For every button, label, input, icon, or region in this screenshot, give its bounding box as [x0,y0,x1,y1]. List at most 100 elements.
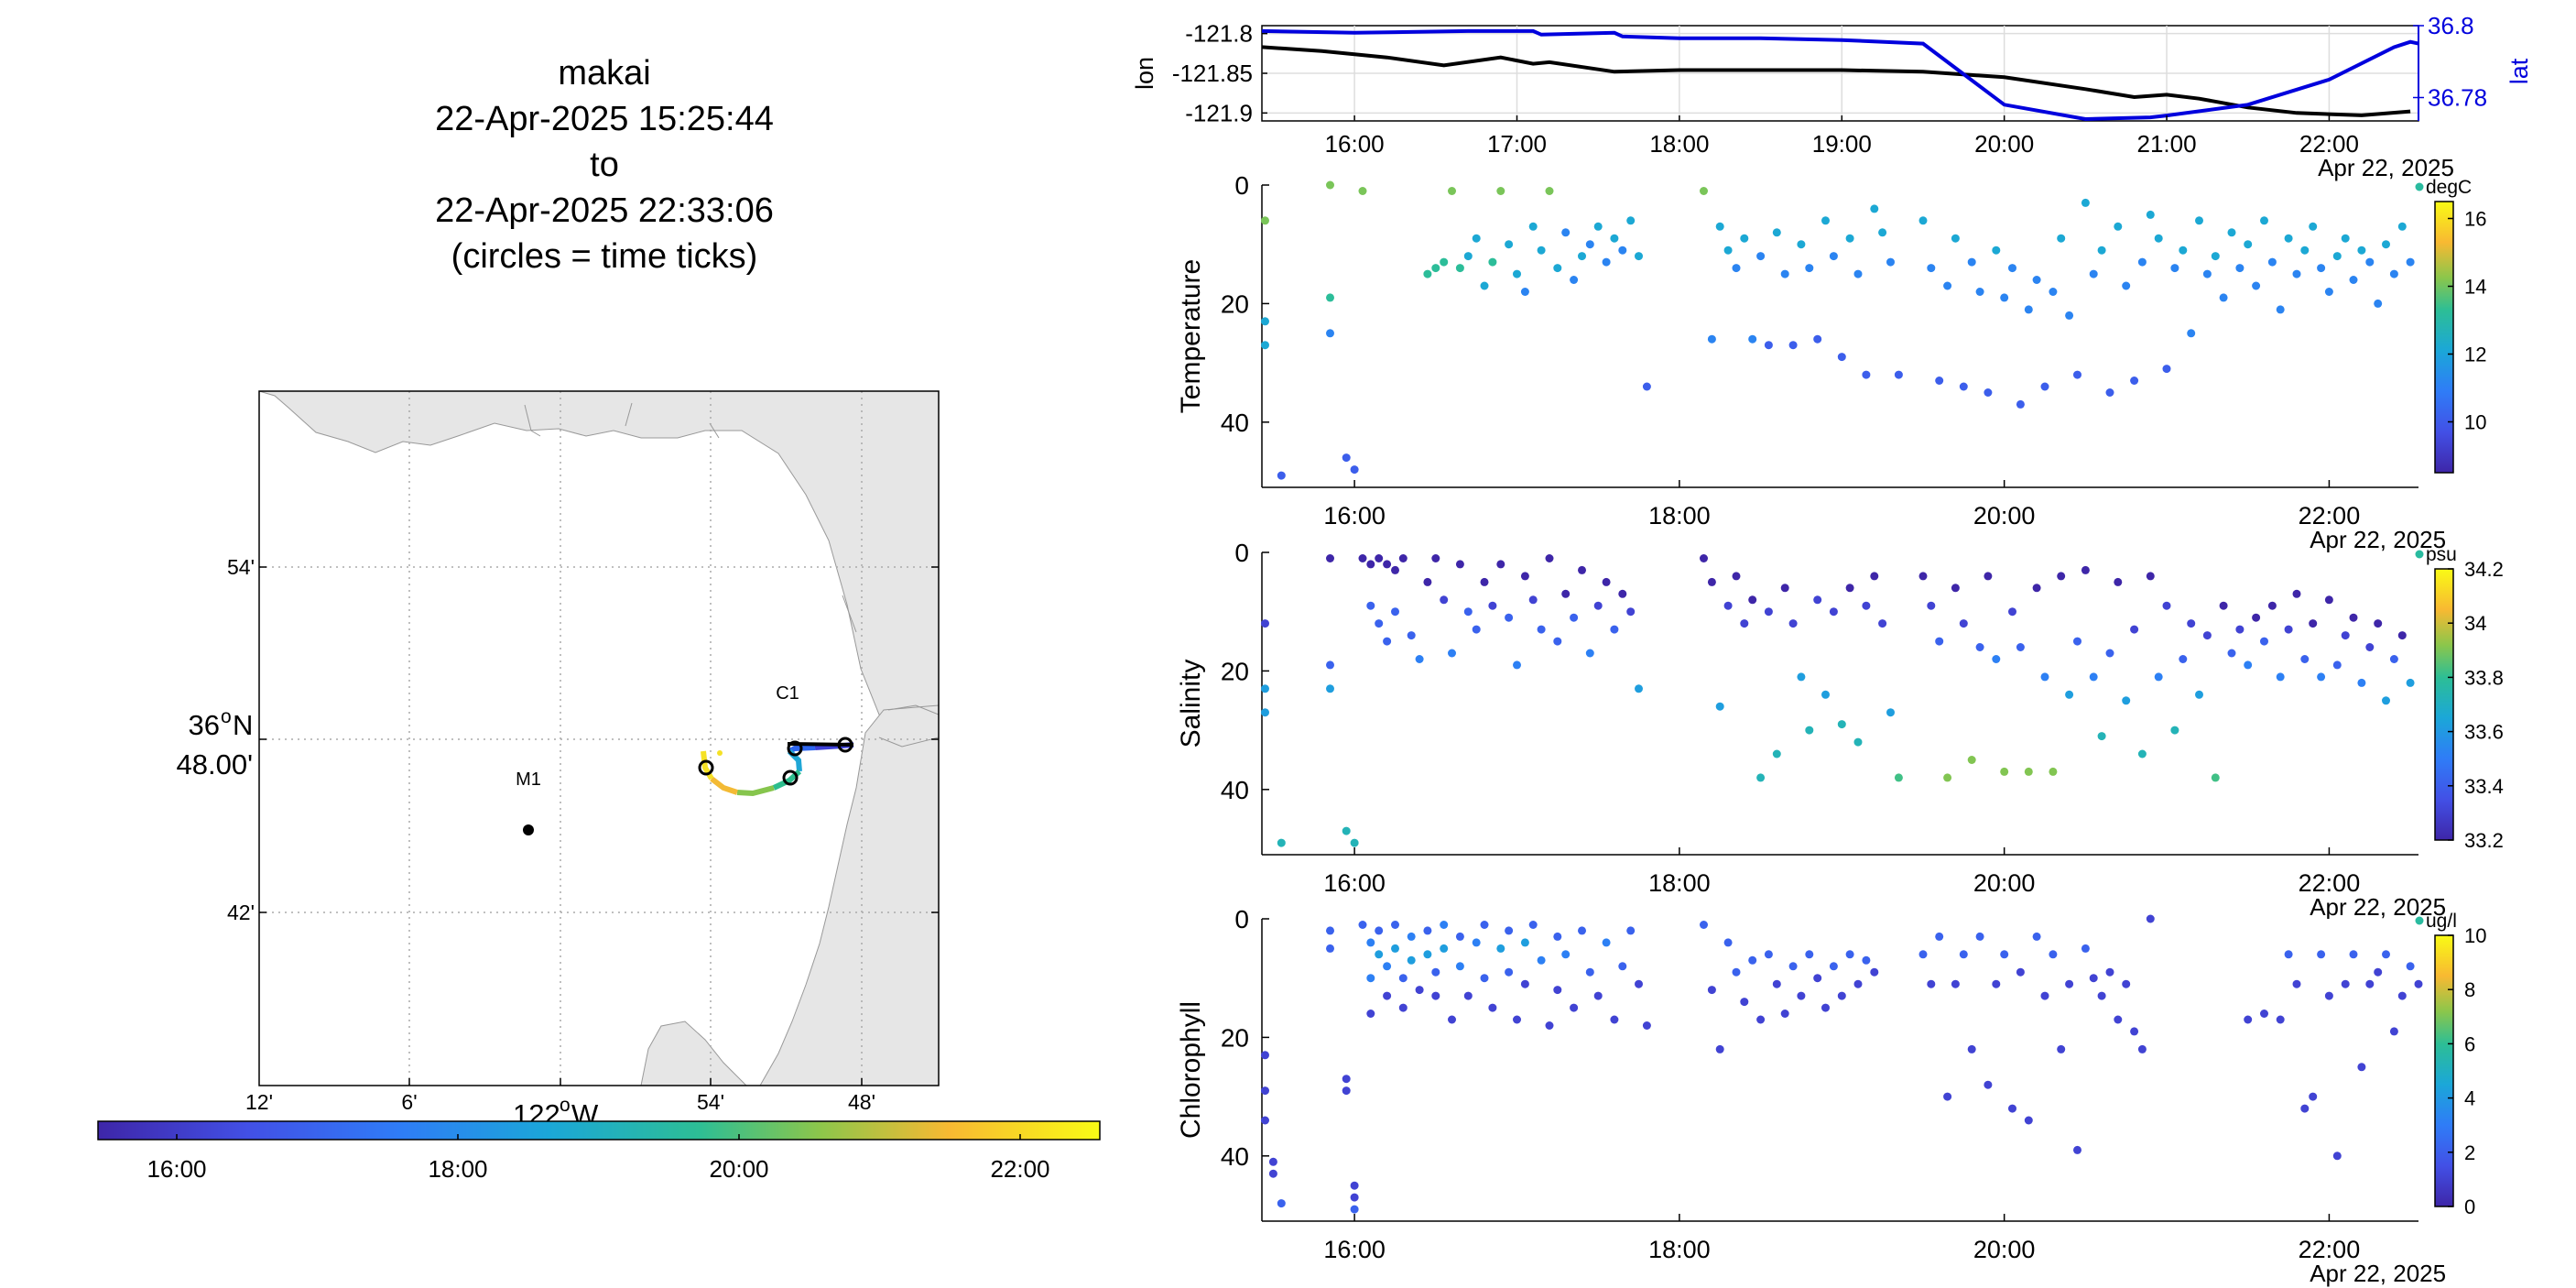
colorbar [2434,568,2454,841]
data-point [1642,1021,1651,1030]
colorbar-tick-label: 0 [2464,1195,2475,1218]
data-point [2284,234,2293,243]
data-point [1261,1086,1269,1096]
data-point [1440,595,1449,605]
data-point [1715,222,1724,231]
data-point [1423,577,1432,586]
x-date-label: Apr 22, 2025 [2310,1260,2446,1287]
data-point [2170,264,2179,273]
x-date-label: Apr 22, 2025 [2310,526,2446,553]
data-point [1261,317,1269,326]
data-point [1553,932,1562,941]
data-point [1772,228,1781,237]
data-point [1886,257,1895,267]
lon-tick-label: 54' [697,1090,724,1114]
data-point [2065,979,2074,988]
data-point [2057,572,2066,581]
ytick-label: 40 [1221,776,1249,804]
data-point [2122,979,2131,988]
data-point [1496,187,1505,195]
data-point [1520,979,1529,988]
title-to: to [590,146,619,184]
data-point [2097,732,2106,741]
lonlat-ytick-label: -121.85 [1172,60,1253,87]
data-point [1326,554,1334,562]
data-point [1423,269,1432,278]
lonlat-xtick-label: 18:00 [1649,130,1709,158]
data-point [1943,281,1952,290]
time-colorbar-tick: 18:00 [428,1155,487,1183]
xtick-label: 18:00 [1648,1236,1711,1263]
ytick-label: 0 [1234,539,1249,567]
data-point [1764,950,1773,959]
data-point [1748,334,1757,344]
data-point [2244,1015,2253,1024]
data-point [1870,572,1879,581]
data-point [1342,826,1351,835]
data-point [2105,967,2114,977]
data-point [1894,773,1903,782]
station-label-m1: M1 [516,770,541,790]
data-point [1472,625,1481,634]
data-point [1780,1010,1789,1018]
data-point [2016,643,2025,651]
data-point [1375,619,1384,628]
data-point [1415,655,1424,663]
data-point [1805,726,1814,735]
xtick-label: 18:00 [1648,869,1711,897]
data-point [2357,1063,2366,1072]
data-point [1593,601,1603,610]
data-point [2397,222,2407,231]
data-point [1967,1044,1976,1053]
data-point [2374,299,2383,308]
data-point [1635,979,1643,988]
data-point [1959,382,1968,391]
data-point [2260,216,2268,225]
data-point [1894,370,1903,379]
data-point [2211,252,2220,261]
data-point [2146,572,2155,581]
data-point [2309,222,2318,231]
colorbar [2434,201,2454,474]
colorbar-unit-label: degC [2426,177,2472,198]
data-point [1829,252,1838,261]
data-point [2179,246,2188,255]
data-point [1463,252,1473,261]
colorbar-tick-label: 34 [2464,612,2486,635]
data-point [2227,228,2236,237]
data-point [2162,365,2171,374]
data-point [1431,967,1440,977]
data-point [1375,926,1384,935]
data-point [2389,1027,2398,1036]
x-date-label: Apr 22, 2025 [2310,893,2446,921]
data-point [2260,637,2268,646]
lat-tick-label: 42' [227,901,255,924]
data-point [1700,187,1708,195]
data-point [2162,601,2171,610]
data-point [1992,979,2001,988]
data-point [2000,767,2009,776]
data-point [1992,246,2001,255]
data-point [1975,643,1984,651]
colorbar-unit-label: ug/l [2426,911,2457,932]
data-point [2024,305,2033,314]
data-point [1350,465,1359,475]
xtick-label: 16:00 [1323,1236,1386,1263]
data-point [1528,595,1538,605]
data-point [1455,932,1464,941]
data-point [2202,269,2212,278]
land-south [640,1021,747,1086]
data-point [2284,950,2293,959]
data-point [1772,979,1781,988]
data-point [2300,1104,2310,1113]
ytick-label: 20 [1221,657,1249,685]
data-point [2081,198,2090,207]
data-point [1635,684,1643,693]
data-point [1326,329,1334,338]
data-point [1959,950,1968,959]
data-point [1407,932,1416,941]
data-point [2081,944,2090,953]
data-point [2406,257,2415,267]
data-point [2284,625,2293,634]
data-point [2187,329,2196,338]
